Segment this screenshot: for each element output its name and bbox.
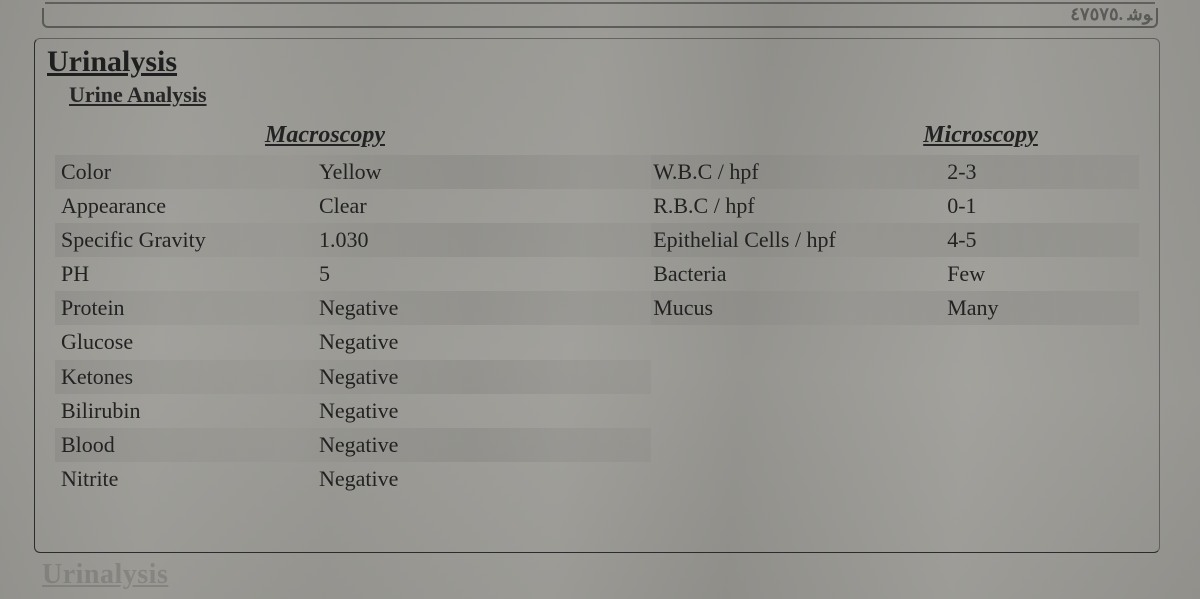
macroscopy-label: Ketones bbox=[55, 360, 291, 394]
microscopy-label: Mucus bbox=[651, 291, 943, 325]
ghost-print-through: Urinalysis bbox=[42, 559, 168, 591]
macroscopy-value: Negative bbox=[291, 462, 651, 496]
page-top-rule bbox=[42, 8, 1158, 28]
report-panel: Urinalysis Urine Analysis Macroscopy Col… bbox=[34, 38, 1160, 553]
macroscopy-value: Negative bbox=[291, 325, 651, 359]
report-title: Urinalysis bbox=[47, 45, 1139, 78]
macroscopy-value: Negative bbox=[291, 291, 651, 325]
macroscopy-value: 1.030 bbox=[291, 223, 651, 257]
microscopy-row: Epithelial Cells / hpf 4-5 bbox=[651, 223, 1139, 257]
report-subtitle: Urine Analysis bbox=[69, 82, 1139, 108]
microscopy-value: Few bbox=[943, 257, 1139, 291]
microscopy-row: Bacteria Few bbox=[651, 257, 1139, 291]
macroscopy-row: Nitrite Negative bbox=[55, 462, 651, 496]
macroscopy-row: PH 5 bbox=[55, 257, 651, 291]
macroscopy-label: Specific Gravity bbox=[55, 223, 291, 257]
macroscopy-label: PH bbox=[55, 257, 291, 291]
header-corner-text: ﻮﺷ .٤٧٥٧٥ bbox=[1070, 4, 1152, 25]
microscopy-value: 0-1 bbox=[943, 189, 1139, 223]
macroscopy-value: Negative bbox=[291, 394, 651, 428]
macroscopy-row: Specific Gravity 1.030 bbox=[55, 223, 651, 257]
macroscopy-row: Appearance Clear bbox=[55, 189, 651, 223]
microscopy-value: 2-3 bbox=[943, 155, 1139, 189]
page-top-inner-rule bbox=[45, 2, 1155, 4]
report-columns: Macroscopy Color Yellow Appearance Clear… bbox=[55, 122, 1139, 496]
macroscopy-value: Negative bbox=[291, 360, 651, 394]
microscopy-row: R.B.C / hpf 0-1 bbox=[651, 189, 1139, 223]
macroscopy-label: Glucose bbox=[55, 325, 291, 359]
macroscopy-value: 5 bbox=[291, 257, 651, 291]
macroscopy-label: Bilirubin bbox=[55, 394, 291, 428]
macroscopy-heading: Macroscopy bbox=[265, 122, 651, 149]
macroscopy-label: Blood bbox=[55, 428, 291, 462]
microscopy-heading: Microscopy bbox=[923, 122, 1139, 149]
macroscopy-value: Clear bbox=[291, 189, 651, 223]
macroscopy-label: Appearance bbox=[55, 189, 291, 223]
microscopy-value: Many bbox=[943, 291, 1139, 325]
macroscopy-row: Bilirubin Negative bbox=[55, 394, 651, 428]
microscopy-label: W.B.C / hpf bbox=[651, 155, 943, 189]
macroscopy-row: Color Yellow bbox=[55, 155, 651, 189]
macroscopy-label: Color bbox=[55, 155, 291, 189]
macroscopy-row: Blood Negative bbox=[55, 428, 651, 462]
microscopy-label: Bacteria bbox=[651, 257, 943, 291]
microscopy-row: W.B.C / hpf 2-3 bbox=[651, 155, 1139, 189]
microscopy-label: Epithelial Cells / hpf bbox=[651, 223, 943, 257]
macroscopy-row: Protein Negative bbox=[55, 291, 651, 325]
macroscopy-value: Negative bbox=[291, 428, 651, 462]
microscopy-row: Mucus Many bbox=[651, 291, 1139, 325]
macroscopy-column: Macroscopy Color Yellow Appearance Clear… bbox=[55, 122, 651, 496]
microscopy-column: Microscopy W.B.C / hpf 2-3 R.B.C / hpf 0… bbox=[651, 122, 1139, 325]
macroscopy-value: Yellow bbox=[291, 155, 651, 189]
macroscopy-label: Protein bbox=[55, 291, 291, 325]
microscopy-value: 4-5 bbox=[943, 223, 1139, 257]
macroscopy-row: Ketones Negative bbox=[55, 360, 651, 394]
microscopy-label: R.B.C / hpf bbox=[651, 189, 943, 223]
macroscopy-row: Glucose Negative bbox=[55, 325, 651, 359]
macroscopy-label: Nitrite bbox=[55, 462, 291, 496]
